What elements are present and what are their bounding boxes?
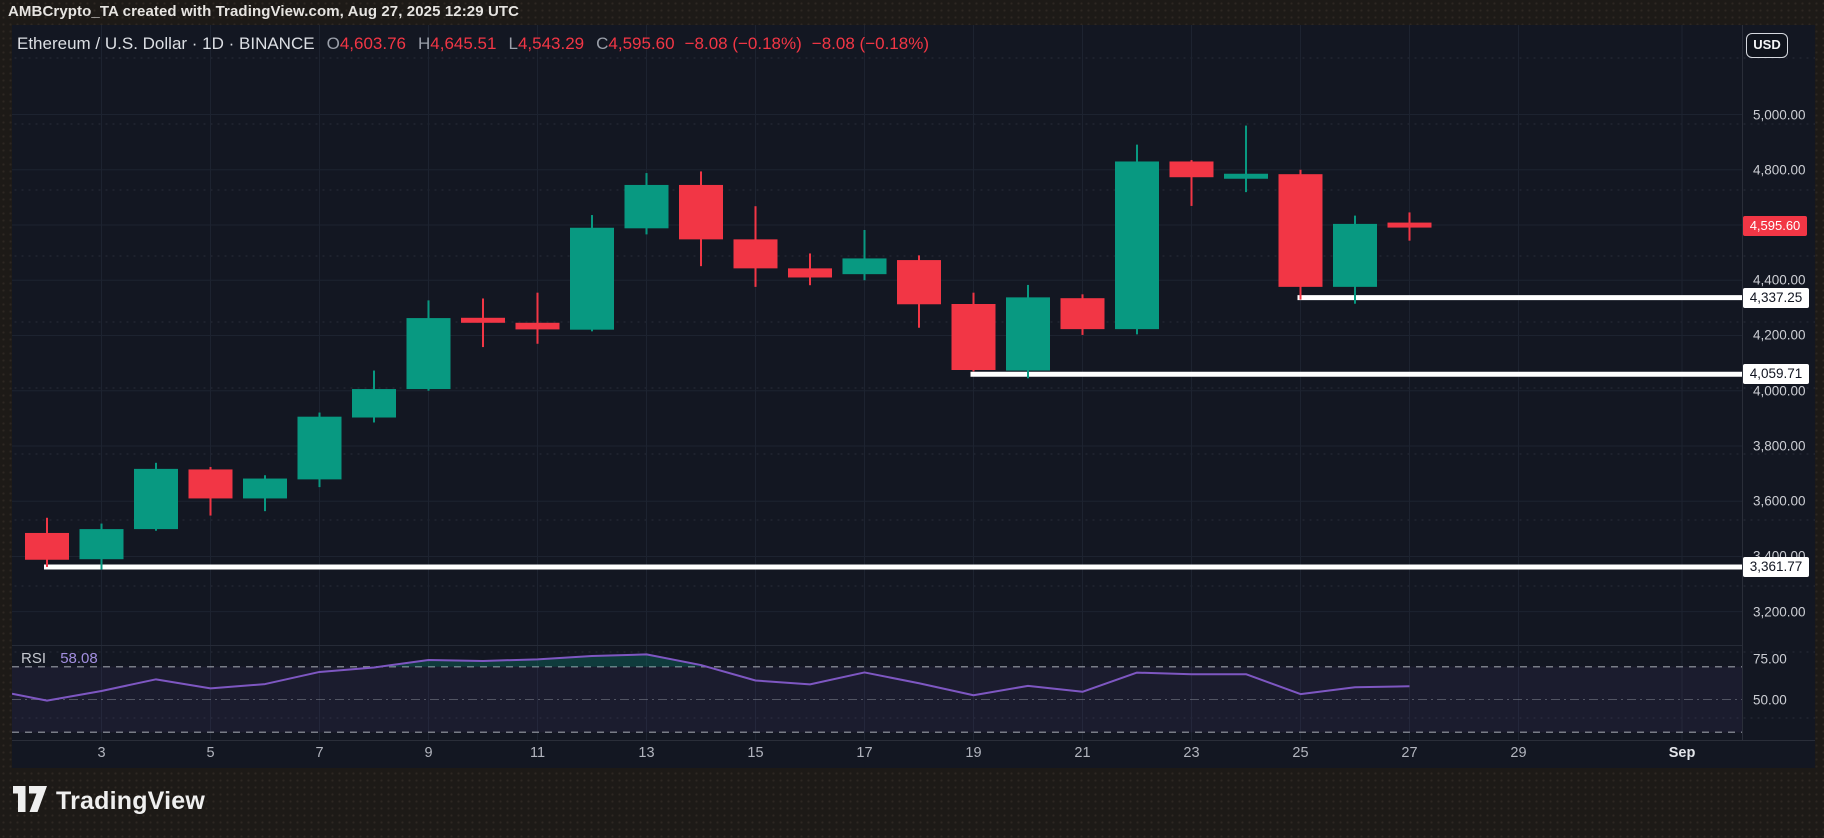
price-tick-label: 4,800.00 <box>1753 162 1806 178</box>
candlestick-plot[interactable] <box>12 25 1742 740</box>
candle-aug-11[interactable] <box>515 292 560 344</box>
support-level-label: 4,337.25 <box>1743 287 1809 308</box>
price-tick-label: 4,400.00 <box>1753 272 1806 288</box>
ohlc-letter: O <box>326 34 340 53</box>
symbol-ohlc-row[interactable]: Ethereum / U.S. Dollar · 1D · BINANCE O4,… <box>17 34 929 56</box>
ohlc-letter: C <box>596 34 609 53</box>
candle-aug-15[interactable] <box>733 206 778 287</box>
chart-panel[interactable]: Ethereum / U.S. Dollar · 1D · BINANCE O4,… <box>12 25 1815 768</box>
price-tick-label: 3,600.00 <box>1753 493 1806 509</box>
candle-aug-21[interactable] <box>1060 294 1105 335</box>
time-label-month: Sep <box>1668 745 1696 761</box>
price-tick-label: 3,200.00 <box>1753 604 1806 620</box>
ohlc-price: 4,645.51 <box>430 34 497 53</box>
rsi-value: 58.08 <box>60 650 98 667</box>
candle-aug-2[interactable] <box>25 517 69 567</box>
price-tick-label: 5,000.00 <box>1753 107 1806 123</box>
price-axis[interactable]: 5,000.00 4,800.00 4,400.00 4,200.00 4,000.00… <box>1743 25 1815 740</box>
candle-aug-26[interactable] <box>1333 215 1377 304</box>
time-label: 3 <box>97 745 106 761</box>
candle-aug-7[interactable] <box>297 412 342 488</box>
tradingview-wordmark: TradingView <box>56 786 206 815</box>
price-tick-label: 4,000.00 <box>1753 383 1806 399</box>
candle-aug-14[interactable] <box>679 171 723 267</box>
price-axis-separator <box>1742 25 1743 740</box>
symbol-title[interactable]: Ethereum / U.S. Dollar · 1D · BINANCE <box>17 34 315 53</box>
time-label: 27 <box>1401 745 1418 761</box>
candle-aug-23[interactable] <box>1169 160 1214 206</box>
currency-usd-button[interactable]: USD <box>1746 33 1788 58</box>
tradingview-logo-icon <box>13 785 47 817</box>
candle-aug-5[interactable] <box>188 466 233 516</box>
ohlc-price: 4,595.60 <box>608 34 675 53</box>
time-label: 7 <box>315 745 324 761</box>
ohlc-price: 4,603.76 <box>339 34 406 53</box>
candle-aug-17[interactable] <box>842 229 887 281</box>
time-label: 13 <box>638 745 655 761</box>
time-label: 15 <box>747 745 764 761</box>
ohlc-values: O4,603.76 H4,645.51 L4,543.29 C4,595.60 <box>315 34 675 53</box>
rsi-indicator-row[interactable]: RSI 58.08 <box>21 650 98 668</box>
change-value-repeat: −8.08 (−0.18%) <box>811 34 929 53</box>
candle-aug-19[interactable] <box>951 292 996 372</box>
time-label: 19 <box>965 745 982 761</box>
tradingview-logo[interactable]: TradingView <box>13 785 206 817</box>
rsi-label: RSI <box>21 650 47 667</box>
rsi-line <box>12 653 1410 702</box>
support-level-label: 4,059.71 <box>1743 364 1809 385</box>
candle-aug-12[interactable] <box>570 215 614 332</box>
ohlc-price: 4,543.29 <box>517 34 585 53</box>
time-label: 23 <box>1183 745 1200 761</box>
candle-aug-6[interactable] <box>243 475 287 512</box>
time-label: 11 <box>529 745 546 761</box>
candle-aug-22[interactable] <box>1115 144 1159 335</box>
candle-aug-10[interactable] <box>461 298 505 348</box>
time-label: 17 <box>856 745 873 761</box>
candle-aug-16[interactable] <box>788 253 832 286</box>
attribution-bar: AMBCrypto_TA created with TradingView.co… <box>8 3 520 20</box>
time-label: 29 <box>1510 745 1527 761</box>
candle-aug-25[interactable] <box>1278 169 1323 300</box>
candle-aug-3[interactable] <box>79 523 124 570</box>
time-label: 9 <box>424 745 433 761</box>
candle-aug-18[interactable] <box>897 255 941 328</box>
time-axis-separator <box>12 740 1815 741</box>
support-level-label: 3,361.77 <box>1743 556 1809 577</box>
candle-aug-4[interactable] <box>134 462 178 531</box>
price-tick-label: 3,800.00 <box>1753 438 1806 454</box>
candle-aug-13[interactable] <box>624 173 669 235</box>
candle-aug-20[interactable] <box>1006 284 1050 379</box>
time-axis[interactable]: 3 5 7 9 11 13 15 17 19 21 23 25 27 29 Sep <box>12 741 1742 768</box>
rsi-overbought-fill <box>379 654 707 667</box>
rsi-pane-separator[interactable] <box>12 645 1742 646</box>
time-label: 5 <box>206 745 215 761</box>
time-label: 21 <box>1074 745 1091 761</box>
candle-aug-27[interactable] <box>1387 212 1432 241</box>
candle-aug-8[interactable] <box>352 370 396 423</box>
last-price-label: 4,595.60 <box>1743 216 1807 237</box>
time-label: 25 <box>1292 745 1309 761</box>
change-value: −8.08 (−0.18%) <box>684 34 802 53</box>
candle-aug-24[interactable] <box>1224 125 1268 193</box>
ohlc-letter: H <box>418 34 431 53</box>
price-tick-label: 4,200.00 <box>1753 327 1806 343</box>
rsi-tick-label: 50.00 <box>1753 692 1787 707</box>
ohlc-letter: L <box>508 34 518 53</box>
candle-aug-9[interactable] <box>406 300 451 391</box>
rsi-tick-label: 75.00 <box>1753 651 1787 666</box>
